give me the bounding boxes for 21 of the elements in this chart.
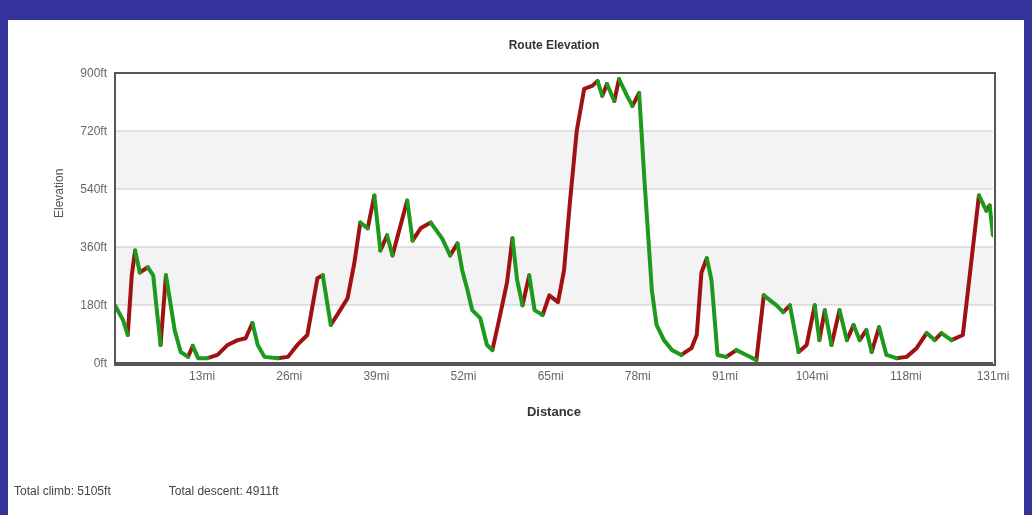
text: Total descent: 4911ft: [168, 484, 279, 498]
x-tick-label: 13mi: [189, 368, 216, 383]
y-tick-label: 900ft: [80, 66, 108, 81]
x-tick-label: 39mi: [363, 368, 390, 383]
x-tick-label: 91mi: [711, 368, 738, 383]
x-tick-label: 104mi: [795, 368, 829, 383]
x-tick-label: 118mi: [889, 368, 922, 383]
x-axis-title: Distance: [526, 404, 582, 419]
y-tick-label: 540ft: [80, 182, 108, 197]
y-tick-label: 180ft: [80, 298, 108, 313]
x-tick-label: 26mi: [276, 368, 303, 383]
x-tick-label: 65mi: [537, 368, 564, 383]
text: Total climb: 5105ft: [14, 484, 111, 498]
y-tick-label: 0ft: [93, 356, 108, 371]
y-tick-label: 720ft: [80, 124, 108, 139]
x-tick-label: 131mi: [976, 368, 1010, 383]
chart-title: Route Elevation: [507, 38, 601, 52]
x-tick-label: 78mi: [624, 368, 651, 383]
y-axis-title: Elevation: [52, 168, 67, 218]
x-tick-label: 52mi: [450, 368, 477, 383]
y-tick-label: 360ft: [80, 240, 108, 255]
